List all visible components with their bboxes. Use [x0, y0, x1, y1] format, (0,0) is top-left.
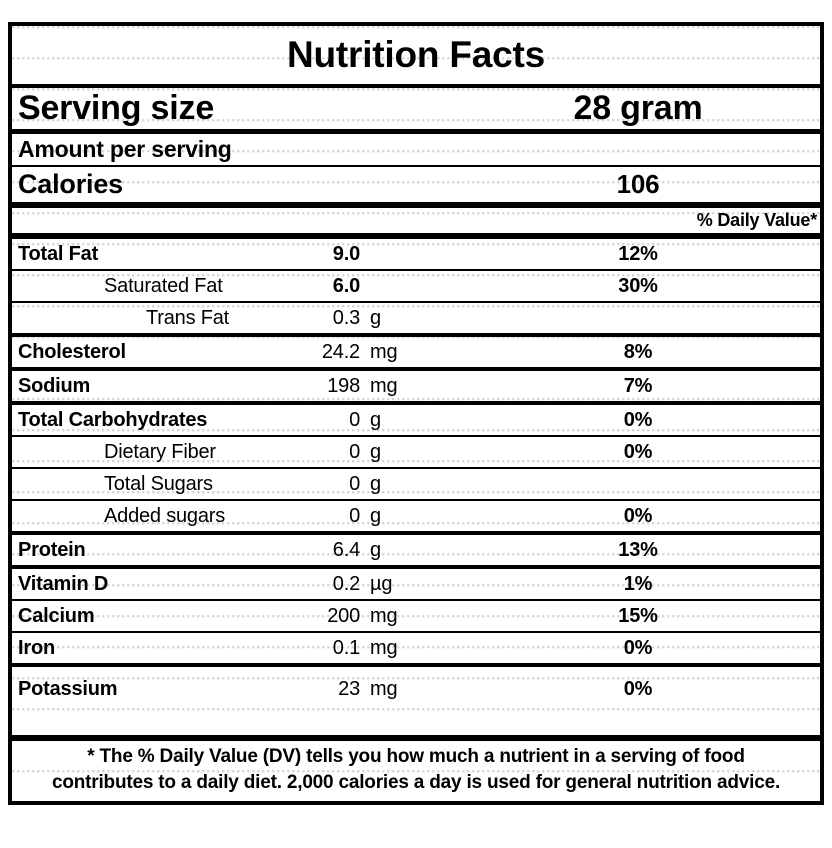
nutrient-name-amount-cell: Vitamin D 0.2: [18, 573, 360, 596]
nutrient-row: Added sugars 0 g 0%: [12, 501, 820, 535]
nutrient-name-amount-cell: Cholesterol 24.2: [18, 341, 360, 364]
nutrient-name-amount-cell: Sodium 198: [18, 375, 360, 398]
nutrient-unit: g: [370, 408, 381, 431]
nutrient-name: Trans Fat: [146, 306, 230, 329]
nutrient-row: Calcium 200 mg 15%: [12, 601, 820, 633]
nutrient-name: Iron: [18, 636, 55, 659]
nutrient-amount: 0: [349, 472, 360, 495]
nutrient-row: Total Carbohydrates 0 g 0%: [12, 405, 820, 437]
nutrient-row: Potassium 23 mg 0%: [12, 667, 820, 735]
daily-value-header: % Daily Value*: [696, 210, 817, 230]
nutrient-daily-value: 0%: [623, 678, 653, 700]
footnote-line: * The % Daily Value (DV) tells you how m…: [87, 746, 745, 767]
nutrient-name: Calcium: [18, 604, 95, 627]
nutrient-amount: 0.3: [332, 306, 360, 329]
nutrient-amount: 0.1: [332, 636, 360, 659]
nutrient-amount: 0: [349, 440, 360, 463]
nutrient-amount: 0: [349, 408, 360, 431]
amount-per-serving-row: Amount per serving: [12, 134, 820, 167]
nutrient-name-amount-cell: Dietary Fiber 0: [18, 441, 360, 464]
nutrient-name: Total Carbohydrates: [18, 408, 208, 431]
nutrient-name: Saturated Fat: [104, 274, 223, 297]
nutrient-row: Total Sugars 0 g: [12, 469, 820, 501]
nutrient-unit: g: [370, 440, 381, 463]
nutrient-daily-value: 7%: [623, 374, 653, 397]
nutrient-name-amount-cell: Protein 6.4: [18, 539, 360, 562]
serving-size-row: Serving size 28 gram: [12, 88, 820, 134]
serving-size-label: Serving size: [18, 89, 215, 127]
nutrient-name-amount-cell: Potassium 23: [18, 678, 360, 701]
nutrient-unit: g: [370, 504, 381, 527]
nutrient-daily-value: 0%: [623, 636, 653, 659]
nutrient-unit: mg: [370, 636, 398, 659]
footnote-line: contributes to a daily diet. 2,000 calor…: [51, 772, 781, 793]
nutrient-unit: g: [370, 472, 381, 495]
nutrient-amount: 23: [338, 678, 360, 700]
nutrient-name-amount-cell: Added sugars 0: [18, 505, 360, 528]
nutrient-amount: 0: [349, 504, 360, 527]
nutrient-amount: 9.0: [332, 242, 360, 265]
nutrient-name: Potassium: [18, 678, 118, 700]
nutrient-row: Saturated Fat 6.0 30%: [12, 271, 820, 303]
nutrient-daily-value: 1%: [623, 572, 653, 595]
nutrient-daily-value: 15%: [618, 604, 658, 627]
calories-value: 106: [616, 169, 660, 199]
nutrient-name: Sodium: [18, 374, 91, 397]
nutrient-daily-value: 30%: [618, 274, 658, 297]
nutrient-unit: mg: [370, 340, 398, 363]
nutrient-name-amount-cell: Trans Fat 0.3: [18, 307, 360, 330]
nutrient-row: Cholesterol 24.2 mg 8%: [12, 337, 820, 371]
nutrient-amount: 0.2: [332, 572, 360, 595]
nutrient-row: Trans Fat 0.3 g: [12, 303, 820, 337]
footnote: * The % Daily Value (DV) tells you how m…: [12, 741, 820, 801]
nutrition-facts-label: Nutrition Facts Serving size 28 gram Amo…: [8, 22, 824, 805]
nutrient-amount: 200: [327, 604, 360, 627]
nutrient-daily-value: 0%: [623, 408, 653, 431]
nutrient-name-amount-cell: Total Fat 9.0: [18, 243, 360, 266]
nutrient-name: Total Sugars: [104, 472, 213, 495]
nutrient-name-amount-cell: Saturated Fat 6.0: [18, 275, 360, 298]
serving-size-value: 28 gram: [573, 89, 703, 127]
label-title: Nutrition Facts: [286, 34, 546, 75]
nutrient-name-amount-cell: Total Sugars 0: [18, 473, 360, 496]
nutrient-row: Total Fat 9.0 12%: [12, 239, 820, 271]
nutrient-name: Vitamin D: [18, 572, 109, 595]
calories-label: Calories: [18, 169, 123, 199]
nutrient-unit: µg: [370, 572, 393, 595]
nutrient-rows: Total Fat 9.0 12% Saturated Fat 6.0 30% …: [12, 239, 820, 741]
nutrient-unit: mg: [370, 678, 398, 700]
nutrient-row: Iron 0.1 mg 0%: [12, 633, 820, 667]
nutrient-name-amount-cell: Iron 0.1: [18, 637, 360, 660]
nutrient-row: Protein 6.4 g 13%: [12, 535, 820, 569]
nutrient-name: Total Fat: [18, 242, 99, 265]
nutrient-row: Vitamin D 0.2 µg 1%: [12, 569, 820, 601]
nutrient-amount: 6.0: [332, 274, 360, 297]
nutrient-row: Sodium 198 mg 7%: [12, 371, 820, 405]
nutrient-daily-value: 0%: [623, 440, 653, 463]
nutrient-unit: mg: [370, 604, 398, 627]
nutrient-unit: g: [370, 538, 381, 561]
nutrient-amount: 6.4: [332, 538, 360, 561]
nutrient-daily-value: 12%: [618, 242, 658, 265]
nutrient-name: Protein: [18, 538, 86, 561]
nutrient-daily-value: 8%: [623, 340, 653, 363]
calories-row: Calories 106: [12, 167, 820, 208]
nutrient-daily-value: 0%: [623, 504, 653, 527]
nutrient-name: Cholesterol: [18, 340, 126, 363]
nutrient-row: Dietary Fiber 0 g 0%: [12, 437, 820, 469]
nutrient-name: Dietary Fiber: [104, 440, 216, 463]
nutrient-amount: 198: [327, 374, 360, 397]
nutrient-name-amount-cell: Total Carbohydrates 0: [18, 409, 360, 432]
nutrient-unit: g: [370, 306, 381, 329]
label-title-row: Nutrition Facts: [12, 26, 820, 88]
nutrient-name: Added sugars: [104, 504, 226, 527]
nutrient-name-amount-cell: Calcium 200: [18, 605, 360, 628]
nutrient-amount: 24.2: [321, 340, 360, 363]
amount-per-serving-label: Amount per serving: [18, 136, 232, 162]
nutrient-unit: mg: [370, 374, 398, 397]
daily-value-header-row: % Daily Value*: [12, 208, 820, 239]
nutrient-daily-value: 13%: [618, 538, 658, 561]
